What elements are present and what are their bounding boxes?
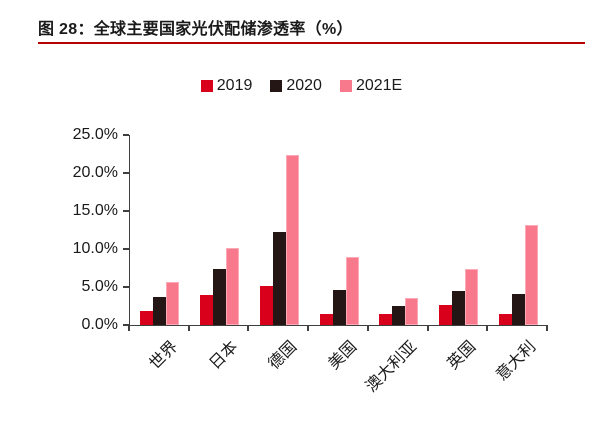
- bar-2021E-英国: [464, 268, 478, 325]
- bar-2019-世界: [140, 310, 154, 325]
- bar-2019-美国: [319, 313, 333, 325]
- x-axis-label: 世界: [146, 338, 182, 373]
- bar-2021E-澳大利亚: [405, 298, 419, 325]
- y-axis-label: 10.0%: [72, 240, 118, 257]
- x-axis-label: 美国: [325, 338, 361, 373]
- bar-2021E-美国: [345, 256, 359, 325]
- x-axis-label: 日本: [206, 338, 241, 373]
- legend-label: 2021E: [355, 77, 403, 94]
- x-axis-tick: [366, 326, 369, 331]
- x-axis-label: 澳大利亚: [362, 338, 420, 396]
- legend-label: 2019: [216, 77, 253, 94]
- y-axis-tick: [123, 210, 129, 212]
- bar-2021E-世界: [166, 282, 180, 325]
- bar-2020-世界: [153, 296, 167, 325]
- y-axis-tick: [123, 324, 129, 326]
- bar-2019-日本: [200, 294, 214, 325]
- y-axis-label: 25.0%: [72, 126, 118, 143]
- title-underline: [38, 42, 585, 44]
- bar-group-澳大利亚: [369, 298, 429, 325]
- bar-group-美国: [309, 256, 369, 325]
- x-axis-tick: [546, 326, 548, 331]
- y-axis-label: 20.0%: [72, 164, 118, 181]
- legend-item-2019: 2019: [200, 77, 253, 95]
- bar-2019-意大利: [498, 313, 512, 325]
- x-axis-tick: [247, 326, 250, 331]
- bar-2020-德国: [272, 231, 286, 325]
- bar-groups: [130, 135, 548, 325]
- bar-2020-美国: [332, 290, 346, 325]
- y-axis-label: 5.0%: [81, 278, 118, 295]
- y-axis-label: 0.0%: [81, 316, 118, 333]
- x-axis-label: 德国: [265, 338, 301, 373]
- bar-group-日本: [190, 248, 250, 325]
- bar-group-世界: [130, 282, 190, 325]
- y-axis-tick: [123, 172, 129, 174]
- x-axis-tick: [307, 326, 310, 331]
- legend-label: 2020: [286, 77, 322, 94]
- bar-2021E-意大利: [524, 225, 538, 325]
- bar-group-德国: [249, 154, 309, 325]
- y-axis-label: 15.0%: [72, 202, 118, 219]
- legend-swatch-icon: [270, 80, 283, 92]
- bar-2020-意大利: [511, 293, 525, 325]
- figure-title: 图 28：全球主要国家光伏配储渗透率（%）: [38, 21, 353, 38]
- x-axis-label: 英国: [445, 338, 480, 373]
- x-axis-tick: [128, 326, 130, 331]
- x-axis-tick: [426, 326, 429, 331]
- bar-group-意大利: [488, 225, 548, 325]
- x-axis-label: 意大利: [493, 338, 540, 385]
- legend-item-2020: 2020: [270, 77, 322, 95]
- legend-swatch-icon: [339, 80, 352, 92]
- bar-2020-澳大利亚: [392, 306, 406, 325]
- bar-2019-澳大利亚: [379, 314, 393, 325]
- plot-area: [129, 135, 548, 326]
- y-axis-tick: [123, 134, 129, 136]
- bar-2019-德国: [259, 285, 273, 325]
- legend-item-2021E: 2021E: [339, 77, 403, 95]
- y-axis-tick: [123, 286, 129, 288]
- bar-2020-英国: [451, 290, 465, 325]
- bar-2021E-日本: [226, 248, 240, 325]
- bar-2019-英国: [438, 305, 452, 325]
- bar-2020-日本: [213, 268, 227, 325]
- legend-swatch-icon: [200, 80, 213, 92]
- x-axis-tick: [486, 326, 489, 331]
- bar-group-英国: [429, 268, 489, 325]
- y-axis-tick: [123, 248, 129, 250]
- x-axis-tick: [187, 326, 190, 331]
- bar-2021E-德国: [285, 154, 299, 325]
- chart-legend: 2019 2020 2021E: [0, 77, 603, 95]
